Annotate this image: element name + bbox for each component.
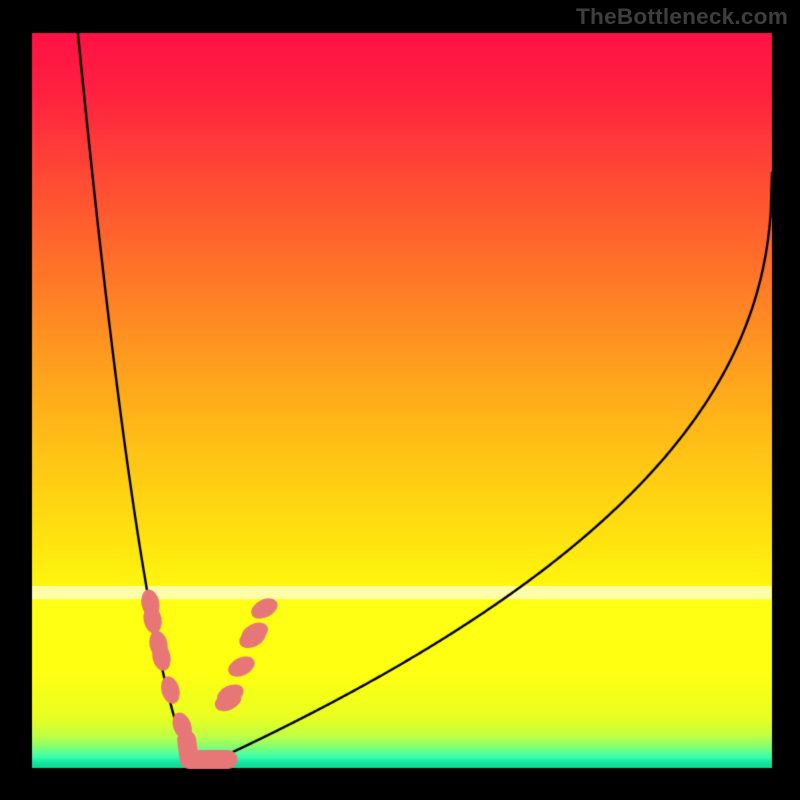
- bottleneck-curve-canvas: [0, 0, 800, 800]
- figure-root: TheBottleneck.com: [0, 0, 800, 800]
- attribution-watermark: TheBottleneck.com: [576, 4, 788, 30]
